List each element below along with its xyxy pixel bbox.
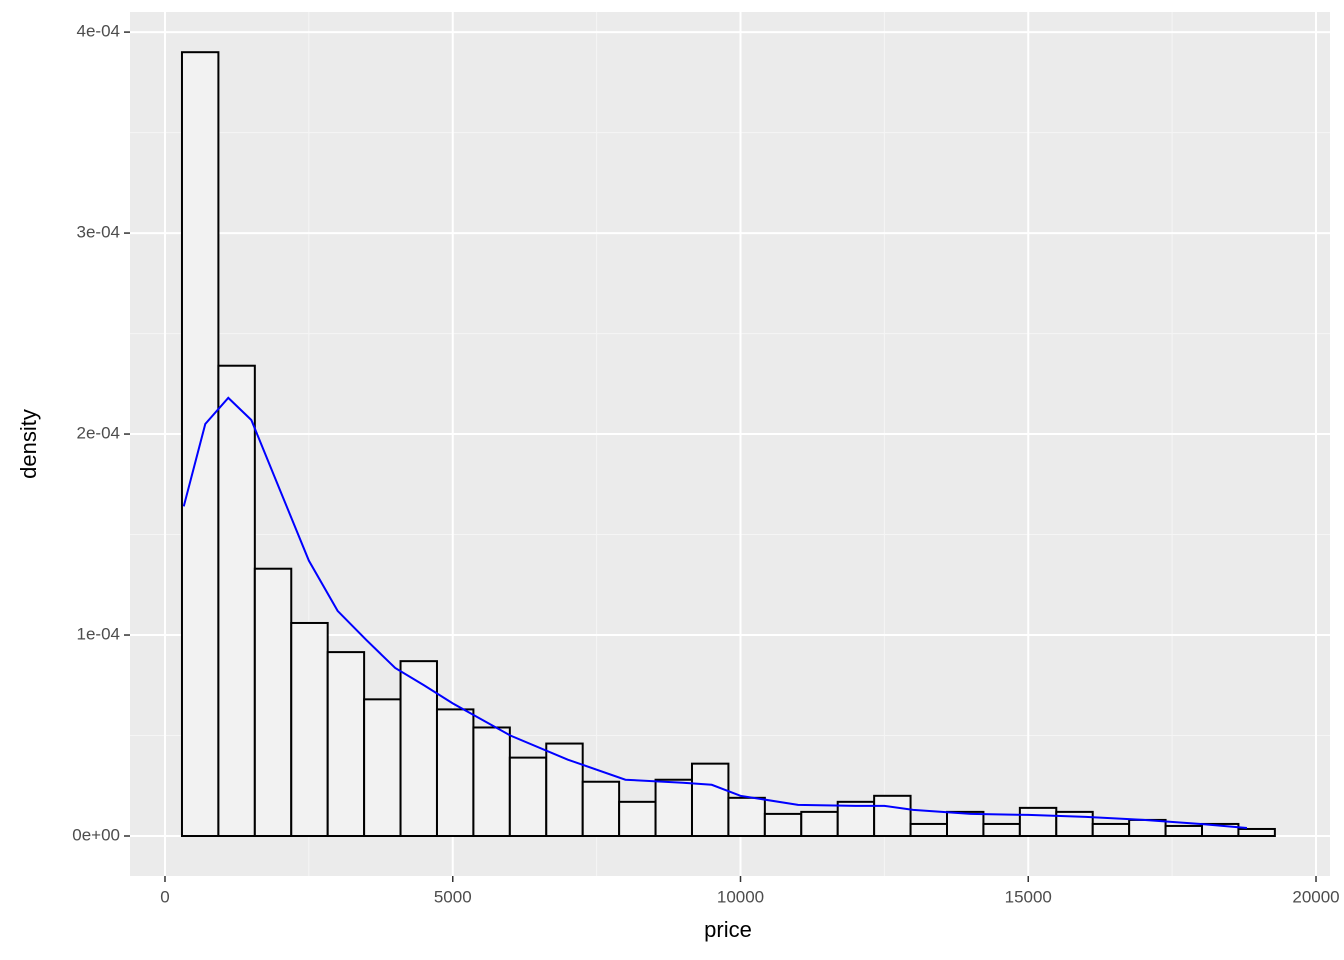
- x-tick-label: 5000: [434, 887, 472, 906]
- bar: [1091, 822, 1131, 838]
- bar: [253, 567, 293, 838]
- bar: [1164, 824, 1204, 838]
- bar: [290, 621, 329, 838]
- bar: [326, 651, 366, 838]
- y-tick-label: 2e-04: [77, 424, 120, 443]
- bar: [982, 822, 1021, 838]
- bar: [399, 660, 438, 838]
- y-axis-title: density: [16, 409, 41, 479]
- y-tick-label: 3e-04: [77, 223, 120, 242]
- bar: [217, 364, 256, 838]
- x-tick-label: 0: [160, 887, 169, 906]
- bar: [873, 794, 912, 838]
- y-tick-label: 4e-04: [77, 22, 120, 41]
- bar: [727, 796, 766, 838]
- bar: [836, 800, 876, 838]
- bar: [508, 756, 548, 838]
- bar: [618, 800, 657, 838]
- x-axis-title: price: [704, 917, 752, 942]
- bar: [435, 708, 475, 838]
- x-tick-label: 15000: [1005, 887, 1052, 906]
- bar: [1018, 806, 1058, 838]
- density-line: [182, 396, 1248, 829]
- bar: [909, 822, 948, 838]
- bar: [581, 780, 621, 838]
- bar: [1237, 827, 1276, 838]
- x-tick-label: 10000: [717, 887, 764, 906]
- x-tick-label: 20000: [1292, 887, 1339, 906]
- bar: [472, 726, 511, 838]
- bar: [763, 812, 803, 838]
- bar: [654, 778, 693, 838]
- bar: [1128, 818, 1167, 838]
- bar: [363, 698, 402, 838]
- y-tick-label: 1e-04: [77, 625, 120, 644]
- bar: [800, 810, 839, 838]
- bar: [690, 762, 730, 838]
- y-tick-label: 0e+00: [72, 825, 120, 844]
- bar: [945, 810, 985, 838]
